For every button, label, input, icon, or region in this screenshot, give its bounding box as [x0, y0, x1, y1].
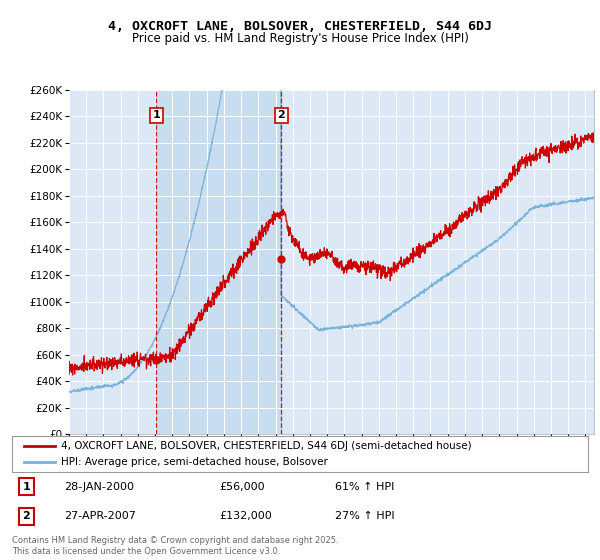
Text: 27% ↑ HPI: 27% ↑ HPI: [335, 511, 394, 521]
Text: 1: 1: [23, 482, 30, 492]
Text: 4, OXCROFT LANE, BOLSOVER, CHESTERFIELD, S44 6DJ (semi-detached house): 4, OXCROFT LANE, BOLSOVER, CHESTERFIELD,…: [61, 441, 472, 451]
Text: Price paid vs. HM Land Registry's House Price Index (HPI): Price paid vs. HM Land Registry's House …: [131, 32, 469, 45]
Text: £132,000: £132,000: [220, 511, 272, 521]
Text: 61% ↑ HPI: 61% ↑ HPI: [335, 482, 394, 492]
Text: 27-APR-2007: 27-APR-2007: [64, 511, 136, 521]
Text: £56,000: £56,000: [220, 482, 265, 492]
Text: 2: 2: [277, 110, 285, 120]
Text: Contains HM Land Registry data © Crown copyright and database right 2025.
This d: Contains HM Land Registry data © Crown c…: [12, 536, 338, 556]
Text: HPI: Average price, semi-detached house, Bolsover: HPI: Average price, semi-detached house,…: [61, 457, 328, 467]
Bar: [156, 90, 281, 434]
Text: 28-JAN-2000: 28-JAN-2000: [64, 482, 134, 492]
Text: 4, OXCROFT LANE, BOLSOVER, CHESTERFIELD, S44 6DJ: 4, OXCROFT LANE, BOLSOVER, CHESTERFIELD,…: [108, 20, 492, 32]
Text: 1: 1: [152, 110, 160, 120]
Text: 2: 2: [23, 511, 30, 521]
